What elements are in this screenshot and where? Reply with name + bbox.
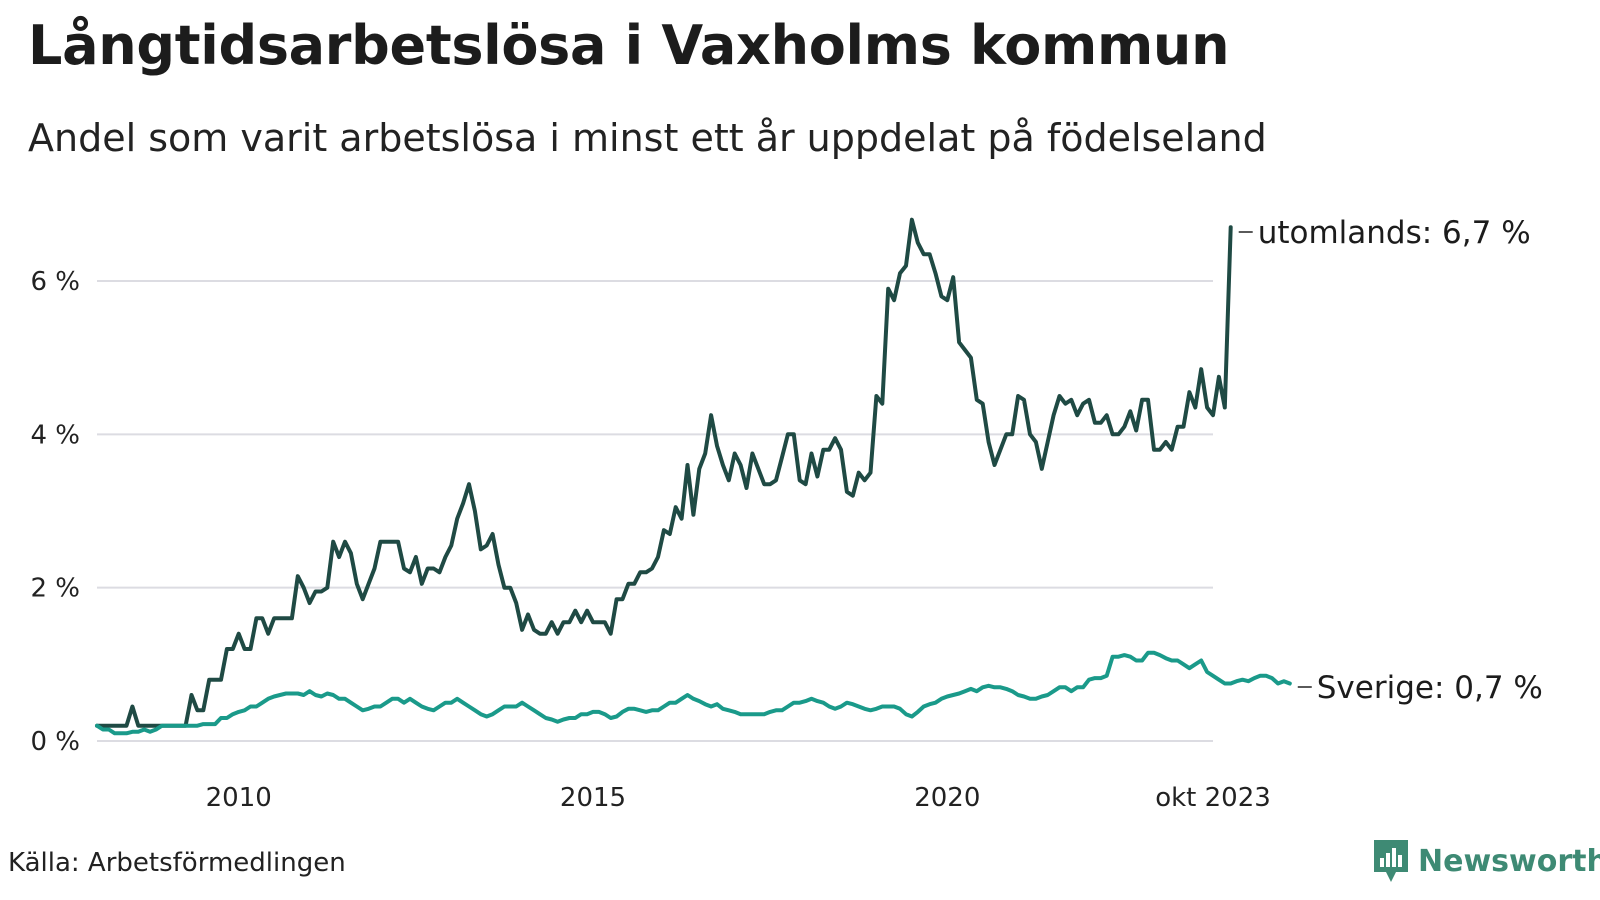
series-lines: [95, 217, 1292, 736]
x-tick-label: 2015: [560, 783, 626, 813]
x-tick-label: 2010: [206, 783, 272, 813]
y-tick-label: 4 %: [30, 420, 80, 450]
brand-logo: Newsworthy: [1372, 838, 1600, 884]
y-axis-ticks: 0 % 2 % 4 % 6 %: [30, 267, 80, 757]
x-tick-label: 2020: [914, 783, 980, 813]
x-tick-label: okt 2023: [1155, 783, 1271, 813]
y-tick-label: 0 %: [30, 727, 80, 757]
y-tick-label: 2 %: [30, 574, 80, 604]
bar-chart-icon: [1374, 840, 1408, 882]
chart-title: Långtidsarbetslösa i Vaxholms kommun: [28, 14, 1230, 77]
chart-subtitle: Andel som varit arbetslösa i minst ett å…: [28, 116, 1267, 160]
end-label-utomlands: utomlands: 6,7 %: [1258, 215, 1531, 251]
series-line-utomlands: [95, 217, 1233, 728]
series-end-labels: utomlands: 6,7 % Sverige: 0,7 %: [1238, 215, 1543, 706]
end-label-sverige: Sverige: 0,7 %: [1317, 670, 1543, 706]
brand-name: Newsworthy: [1418, 843, 1600, 879]
y-tick-label: 6 %: [30, 267, 80, 297]
source-note: Källa: Arbetsförmedlingen: [8, 848, 346, 878]
series-line-sverige: [95, 650, 1292, 736]
x-axis-ticks: 2010 2015 2020 okt 2023: [206, 783, 1271, 813]
gridlines: [97, 280, 1213, 742]
